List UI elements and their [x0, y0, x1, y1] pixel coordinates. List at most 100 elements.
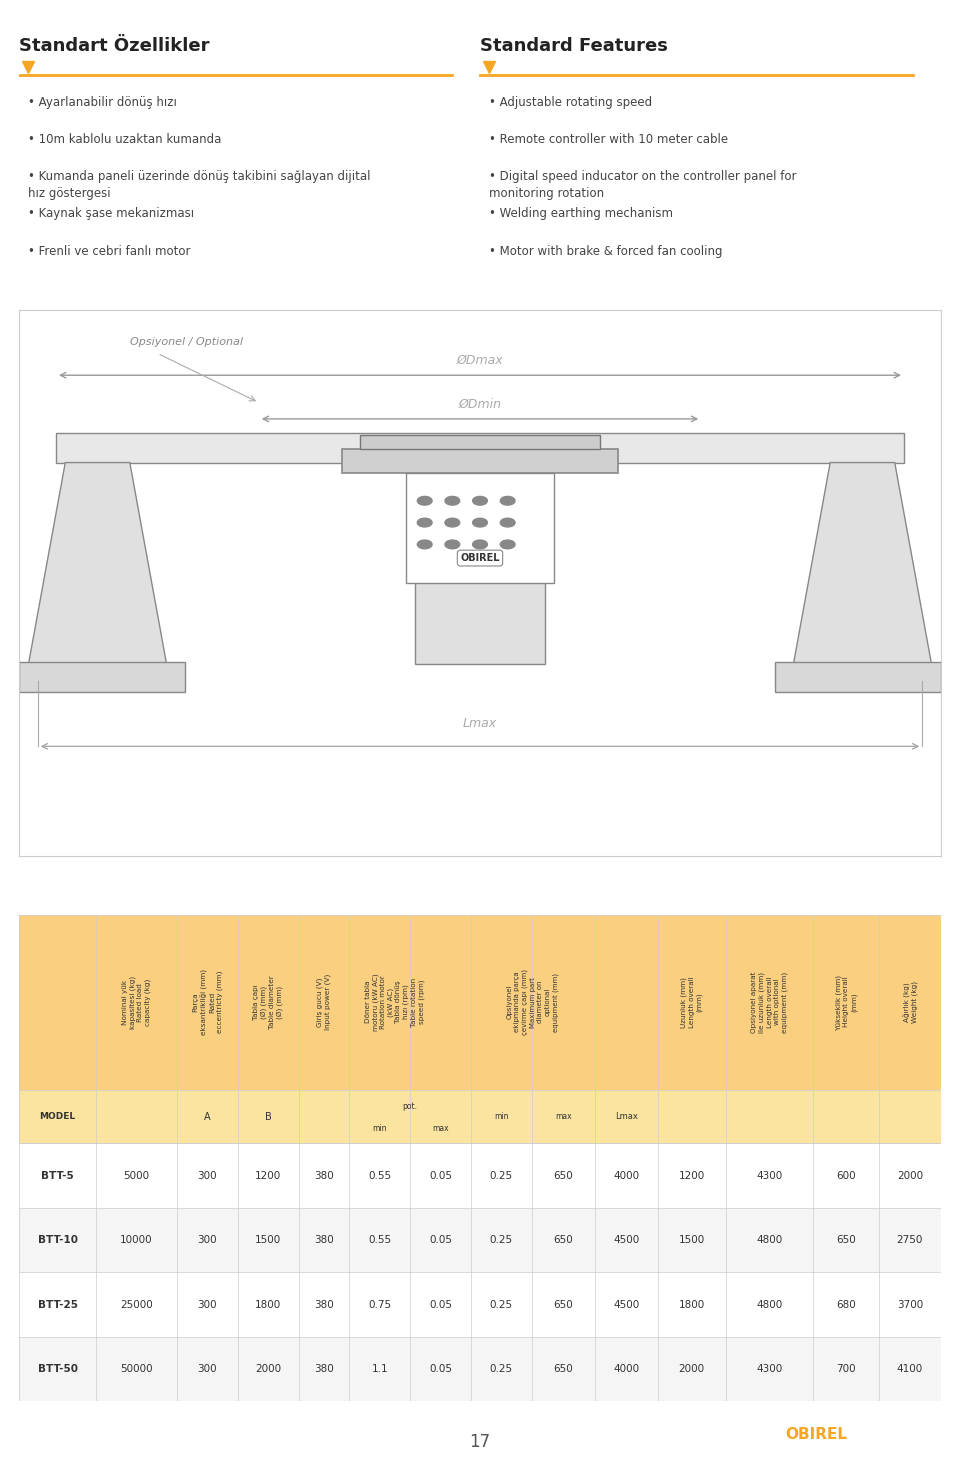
Text: • Digital speed inducator on the controller panel for
monitoring rotation: • Digital speed inducator on the control…	[490, 170, 797, 201]
Text: 10000: 10000	[120, 1235, 153, 1245]
Text: 4000: 4000	[613, 1171, 639, 1180]
Text: 17: 17	[469, 1432, 491, 1451]
Text: 300: 300	[198, 1235, 217, 1245]
Text: 0.75: 0.75	[369, 1299, 392, 1310]
Text: 0.25: 0.25	[490, 1299, 513, 1310]
FancyBboxPatch shape	[416, 463, 544, 664]
Text: 4300: 4300	[756, 1171, 782, 1180]
Text: Giriş gucu (V)
Input power (V): Giriş gucu (V) Input power (V)	[317, 974, 331, 1030]
Text: • Welding earthing mechanism: • Welding earthing mechanism	[490, 208, 673, 220]
Bar	[19, 1273, 941, 1336]
Text: 4800: 4800	[756, 1235, 782, 1245]
Text: 1200: 1200	[679, 1171, 705, 1180]
Text: 680: 680	[836, 1299, 856, 1310]
FancyBboxPatch shape	[342, 448, 618, 473]
Text: 2000: 2000	[897, 1171, 923, 1180]
Text: Opsiyonel
ekipmanda parça
çevirme çapı (mm)
Maximum part
diameter on
optional
eq: Opsiyonel ekipmanda parça çevirme çapı (…	[507, 969, 559, 1035]
Text: 380: 380	[314, 1364, 334, 1375]
FancyBboxPatch shape	[360, 435, 600, 448]
Text: 25000: 25000	[120, 1299, 153, 1310]
Text: Tabla çapı
(Ø) (mm)
Table diameter
(Ø) (mm): Tabla çapı (Ø) (mm) Table diameter (Ø) (…	[253, 975, 283, 1030]
Text: max: max	[432, 1124, 449, 1133]
Bar	[19, 1143, 941, 1208]
FancyBboxPatch shape	[19, 662, 185, 692]
Circle shape	[445, 540, 460, 549]
Text: Parça
eksantrikliği (mm)
Rated
eccentricty (mm): Parça eksantrikliği (mm) Rated eccentric…	[192, 969, 223, 1035]
Circle shape	[500, 540, 515, 549]
Text: 1800: 1800	[255, 1299, 281, 1310]
Text: BTT-5: BTT-5	[41, 1171, 74, 1180]
Text: 4000: 4000	[613, 1364, 639, 1375]
Circle shape	[418, 540, 432, 549]
Text: 650: 650	[554, 1299, 573, 1310]
Text: 2750: 2750	[897, 1235, 923, 1245]
Text: B: B	[265, 1112, 272, 1121]
Bar	[19, 1336, 941, 1401]
Text: 50000: 50000	[120, 1364, 153, 1375]
Text: 1200: 1200	[255, 1171, 281, 1180]
Text: MODEL: MODEL	[39, 1112, 76, 1121]
Text: Ağırlık (kg)
Weight (kg): Ağırlık (kg) Weight (kg)	[902, 981, 918, 1024]
Text: 1500: 1500	[679, 1235, 705, 1245]
Text: • Adjustable rotating speed: • Adjustable rotating speed	[490, 96, 653, 109]
Text: • Frenli ve cebri fanlı motor: • Frenli ve cebri fanlı motor	[29, 245, 191, 258]
Text: Standard Features: Standard Features	[480, 37, 668, 56]
Text: 4500: 4500	[613, 1235, 639, 1245]
Text: max: max	[555, 1112, 572, 1121]
Text: 4300: 4300	[756, 1364, 782, 1375]
Text: 4100: 4100	[897, 1364, 923, 1375]
Bar	[19, 1208, 941, 1273]
Text: Opsiyonel / Optional: Opsiyonel / Optional	[130, 336, 243, 347]
Text: 650: 650	[554, 1171, 573, 1180]
Text: • Ayarlanabilir dönüş hızı: • Ayarlanabilir dönüş hızı	[29, 96, 178, 109]
Text: 1.1: 1.1	[372, 1364, 388, 1375]
Text: 0.25: 0.25	[490, 1235, 513, 1245]
Circle shape	[500, 497, 515, 504]
Text: ØDmax: ØDmax	[457, 354, 503, 367]
Text: • 10m kablolu uzaktan kumanda: • 10m kablolu uzaktan kumanda	[29, 133, 222, 146]
Circle shape	[418, 497, 432, 504]
Text: 0.25: 0.25	[490, 1364, 513, 1375]
Text: 1500: 1500	[255, 1235, 281, 1245]
Text: Döner Tabla Kapasite Tablosu / Turntable Capacity Chart: Döner Tabla Kapasite Tablosu / Turntable…	[29, 879, 512, 895]
Text: 0.55: 0.55	[369, 1235, 392, 1245]
Bar	[19, 1090, 941, 1143]
Text: min: min	[494, 1112, 509, 1121]
Polygon shape	[793, 463, 931, 664]
Text: • Remote controller with 10 meter cable: • Remote controller with 10 meter cable	[490, 133, 729, 146]
Text: Tabla dönüş
hızı (rpm)
Table rotation
speed (rpm): Tabla dönüş hızı (rpm) Table rotation sp…	[396, 978, 425, 1027]
Text: 3700: 3700	[897, 1299, 923, 1310]
Text: 2000: 2000	[679, 1364, 705, 1375]
Circle shape	[500, 518, 515, 527]
Text: 380: 380	[314, 1235, 334, 1245]
Text: 0.05: 0.05	[429, 1364, 452, 1375]
FancyBboxPatch shape	[775, 662, 941, 692]
Text: 300: 300	[198, 1364, 217, 1375]
FancyBboxPatch shape	[56, 432, 904, 463]
Text: 2000: 2000	[255, 1364, 281, 1375]
Text: • Motor with brake & forced fan cooling: • Motor with brake & forced fan cooling	[490, 245, 723, 258]
Circle shape	[445, 518, 460, 527]
Text: 5000: 5000	[123, 1171, 150, 1180]
Text: 0.25: 0.25	[490, 1171, 513, 1180]
Text: pot.: pot.	[402, 1102, 418, 1111]
Text: BTT-50: BTT-50	[37, 1364, 78, 1375]
Text: 0.05: 0.05	[429, 1235, 452, 1245]
Text: Nominal yük
kapasitesi (kg)
Rated load
capacity (kg): Nominal yük kapasitesi (kg) Rated load c…	[122, 975, 151, 1028]
FancyBboxPatch shape	[406, 473, 554, 583]
Text: 0.05: 0.05	[429, 1171, 452, 1180]
Text: 650: 650	[554, 1364, 573, 1375]
Text: 4800: 4800	[756, 1299, 782, 1310]
Text: ØDmin: ØDmin	[459, 398, 501, 410]
Text: 600: 600	[836, 1171, 856, 1180]
Text: 0.05: 0.05	[429, 1299, 452, 1310]
Text: OBIREL: OBIREL	[785, 1426, 847, 1443]
Text: BTT-25: BTT-25	[37, 1299, 78, 1310]
Text: 700: 700	[836, 1364, 856, 1375]
Text: Uzunluk (mm)
Length overall
(mm): Uzunluk (mm) Length overall (mm)	[681, 976, 703, 1028]
Text: 650: 650	[554, 1235, 573, 1245]
Text: Lmax: Lmax	[463, 717, 497, 730]
Text: 1800: 1800	[679, 1299, 705, 1310]
Text: • Kaynak şase mekanizması: • Kaynak şase mekanizması	[29, 208, 195, 220]
Text: 380: 380	[314, 1171, 334, 1180]
